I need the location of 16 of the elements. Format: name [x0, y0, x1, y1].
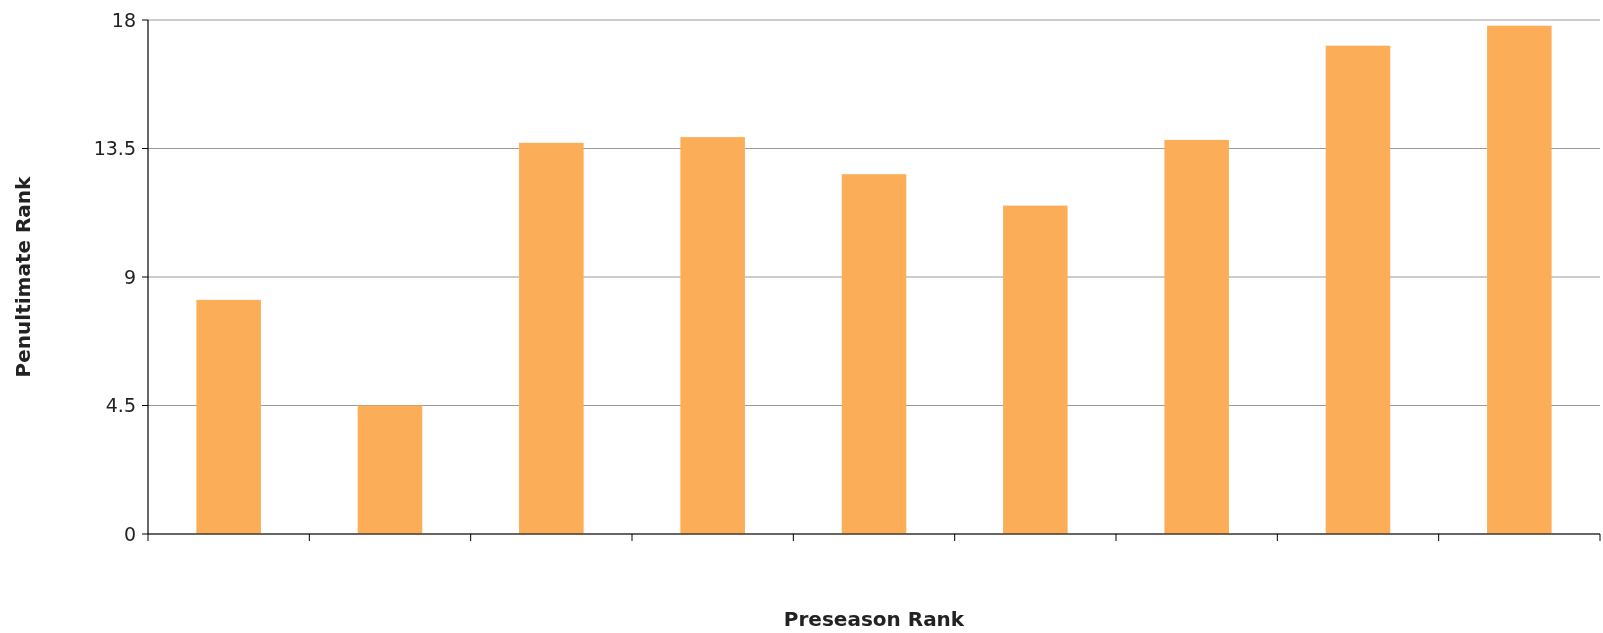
y-tick-label: 13.5	[93, 137, 136, 160]
y-axis-title: Penultimate Rank	[11, 175, 35, 378]
bar	[519, 142, 584, 534]
y-tick-label: 18	[111, 8, 136, 31]
bar	[841, 174, 907, 534]
x-axis-title: Preseason Rank	[783, 607, 965, 631]
y-tick-label: 0	[123, 522, 136, 545]
bar	[1003, 205, 1068, 534]
bar	[680, 137, 745, 534]
y-tick-label: 9	[123, 265, 136, 288]
bar	[1325, 45, 1391, 534]
bar	[196, 299, 261, 534]
bar	[357, 405, 423, 534]
y-tick-label: 4.5	[105, 394, 136, 417]
bar	[1164, 139, 1229, 534]
bar	[1487, 25, 1552, 534]
